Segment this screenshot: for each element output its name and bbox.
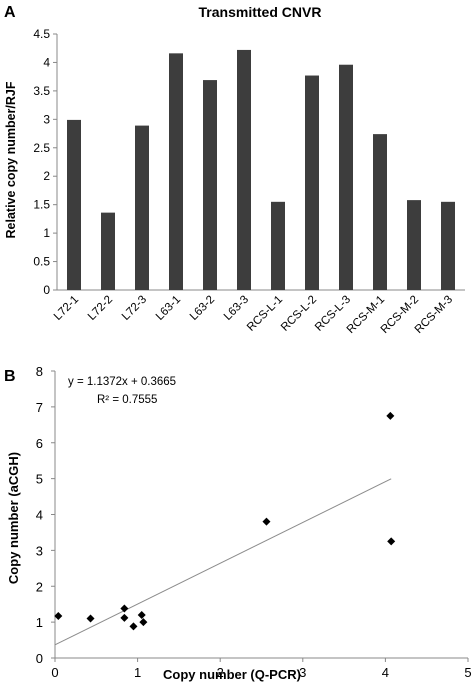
- chart-a-y-ticks: 0 0.5 1 1.5 2 2.5 3 3.5 4 4.5: [33, 27, 57, 297]
- chart-a-x-tick-label: L72-2: [86, 294, 115, 323]
- chart-b-y-tick-label: 1: [36, 615, 43, 630]
- chart-b-x-tick-label: 4: [382, 665, 389, 680]
- chart-a-y-tick-label: 4.5: [33, 27, 50, 41]
- panel-a-bar-chart: A Transmitted CNVR Relative copy number/…: [4, 4, 465, 336]
- chart-b-trendline: [54, 478, 392, 646]
- chart-b-data-point: [120, 604, 129, 613]
- chart-a-y-tick-label: 2: [43, 169, 50, 183]
- chart-b-data-point: [86, 614, 95, 623]
- chart-a-x-tick-label: RCS-L-2: [279, 294, 319, 334]
- chart-b-y-tick-label: 3: [36, 543, 43, 558]
- chart-b-data-point: [54, 612, 63, 621]
- chart-a-x-tick-label: RCS-M-3: [413, 294, 455, 336]
- chart-a-bar: [339, 64, 353, 290]
- chart-b-data-point: [386, 411, 395, 420]
- chart-b-y-tick-label: 6: [36, 436, 43, 451]
- chart-a-bars: [67, 49, 455, 290]
- chart-a-y-tick-label: 4: [43, 55, 50, 69]
- chart-a-bar: [441, 201, 455, 290]
- chart-b-x-tick-label: 2: [217, 665, 224, 680]
- chart-b-y-tick-label: 5: [36, 472, 43, 487]
- chart-b-r-squared: R² = 0.7555: [97, 394, 157, 406]
- chart-a-y-tick-label: 1.5: [33, 198, 50, 212]
- chart-b-y-tick-label: 2: [36, 579, 43, 594]
- chart-b-x-tick-label: 0: [51, 665, 58, 680]
- chart-b-x-tick-label: 1: [134, 665, 141, 680]
- chart-a-x-tick-label: L72-1: [52, 294, 81, 323]
- chart-a-y-tick-label: 0.5: [33, 255, 50, 269]
- chart-b-data-point: [387, 537, 396, 546]
- chart-b-data-point: [262, 517, 271, 526]
- chart-a-bar: [407, 200, 421, 290]
- chart-b-ylabel: Copy number (aCGH): [6, 452, 21, 584]
- chart-a-bar: [237, 49, 251, 290]
- chart-b-data-point: [137, 610, 146, 619]
- panel-b-scatter-chart: B Copy number (aCGH) Copy number (Q-PCR)…: [4, 364, 472, 682]
- panel-a-letter: A: [4, 4, 16, 21]
- chart-b-data-point: [129, 622, 138, 631]
- chart-a-y-tick-label: 0: [43, 283, 50, 297]
- chart-b-data-point: [139, 618, 148, 627]
- chart-b-x-tick-label: 5: [464, 665, 471, 680]
- chart-b-equation: y = 1.1372x + 0.3665: [68, 376, 176, 388]
- chart-b-y-tick-label: 4: [36, 508, 43, 523]
- chart-a-bar: [305, 75, 319, 290]
- chart-a-bar: [101, 212, 115, 290]
- panel-b-letter: B: [4, 368, 16, 385]
- chart-a-ylabel: Relative copy number/RJF: [4, 81, 18, 238]
- chart-a-bar: [169, 53, 183, 290]
- chart-a-x-tick-label: RCS-L-1: [245, 294, 285, 334]
- chart-b-points: [54, 411, 396, 631]
- chart-b-y-tick-label: 7: [36, 400, 43, 415]
- chart-b-y-ticks: 0 1 2 3 4 5 6 7 8: [36, 364, 55, 666]
- chart-b-data-point: [120, 613, 129, 622]
- chart-a-bar: [67, 119, 81, 290]
- chart-a-y-tick-label: 2.5: [33, 141, 50, 155]
- chart-a-x-tick-label: L63-2: [188, 294, 217, 323]
- chart-b-y-tick-label: 0: [36, 651, 43, 666]
- chart-a-y-tick-label: 3.5: [33, 84, 50, 98]
- chart-b-y-tick-label: 8: [36, 364, 43, 379]
- chart-b-x-ticks: 0 1 2 3 4 5: [51, 658, 472, 680]
- chart-a-x-ticks: L72-1 L72-2 L72-3 L63-1 L63-2 L63-3RCS-L-1RCS…: [52, 294, 455, 336]
- chart-a-bar: [135, 125, 149, 290]
- chart-a-x-tick-label: L63-3: [222, 294, 251, 323]
- chart-a-y-tick-label: 1: [43, 226, 50, 240]
- chart-a-bar: [271, 201, 285, 290]
- chart-a-bar: [373, 134, 387, 290]
- chart-b-x-tick-label: 3: [299, 665, 306, 680]
- chart-a-x-tick-label: L63-1: [154, 294, 183, 323]
- chart-a-x-tick-label: L72-3: [120, 294, 149, 323]
- chart-a-y-tick-label: 3: [43, 112, 50, 126]
- chart-a-title: Transmitted CNVR: [199, 4, 322, 20]
- chart-b-xlabel: Copy number (Q-PCR): [163, 667, 301, 682]
- chart-a-bar: [203, 80, 217, 290]
